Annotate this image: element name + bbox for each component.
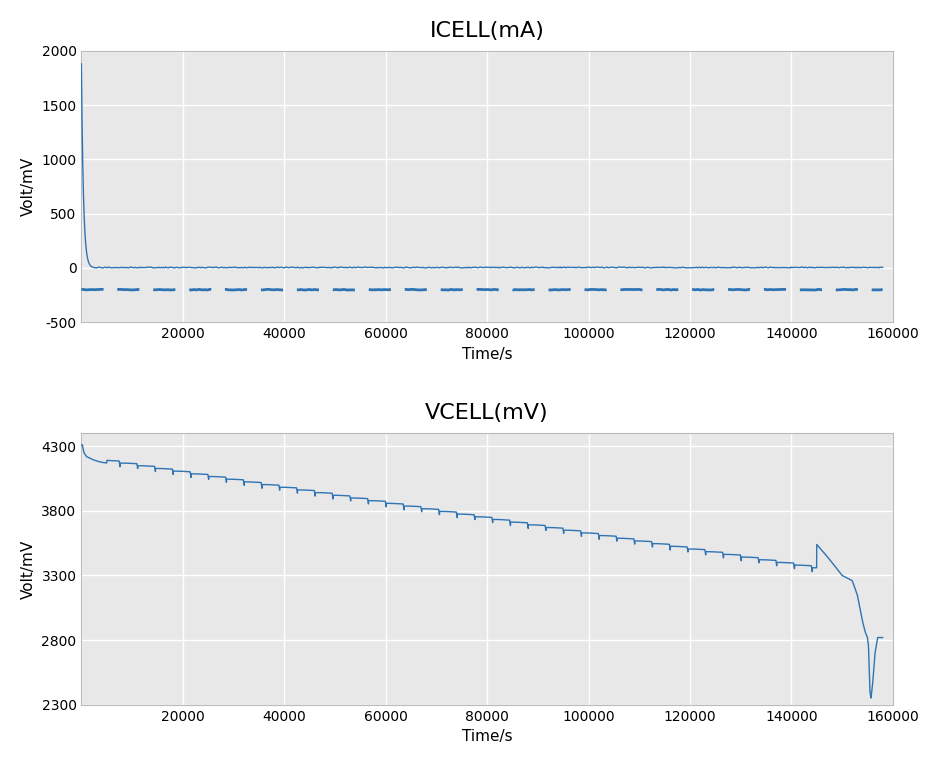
- Title: VCELL(mV): VCELL(mV): [425, 403, 549, 423]
- X-axis label: Time/s: Time/s: [462, 729, 512, 744]
- X-axis label: Time/s: Time/s: [462, 347, 512, 362]
- Y-axis label: Volt/mV: Volt/mV: [21, 539, 36, 598]
- Y-axis label: Volt/mV: Volt/mV: [21, 157, 36, 216]
- Title: ICELL(mA): ICELL(mA): [430, 21, 544, 41]
